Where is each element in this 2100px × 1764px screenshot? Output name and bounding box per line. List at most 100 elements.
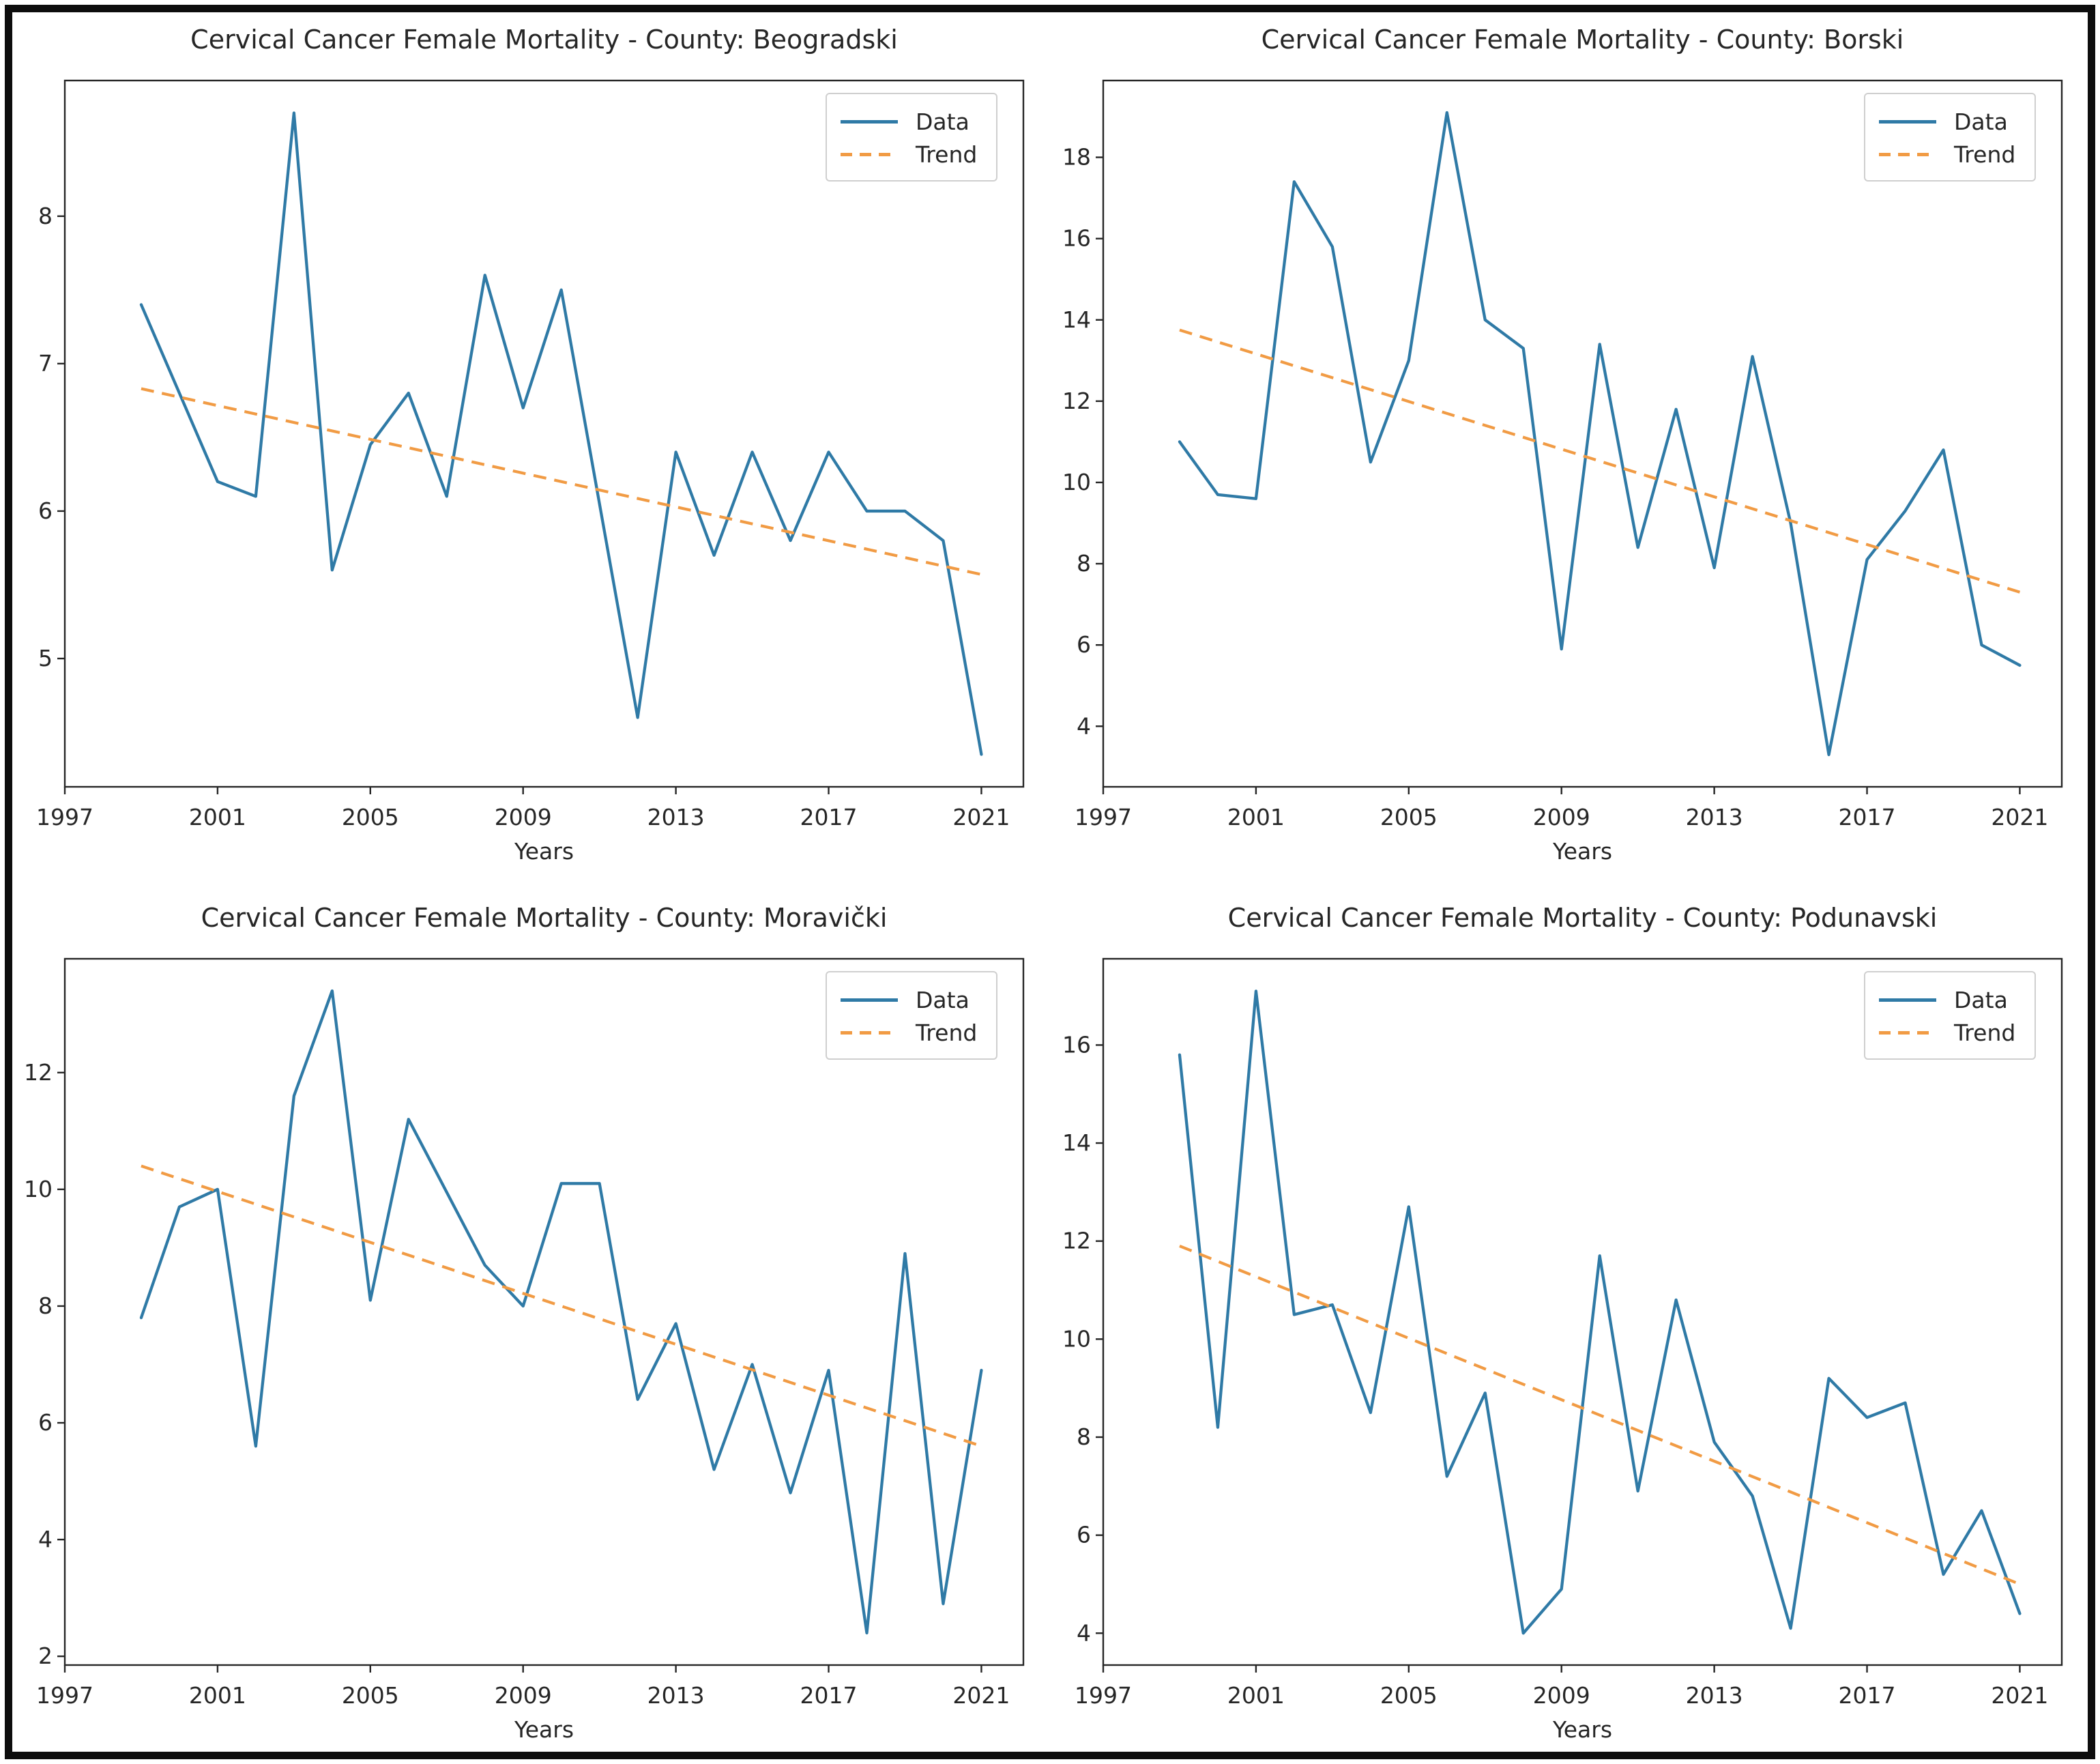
legend-row-data: Data xyxy=(841,105,987,138)
y-tick-label: 16 xyxy=(1062,225,1091,252)
y-tick-label: 8 xyxy=(1077,1423,1091,1450)
legend-data-label: Data xyxy=(916,108,969,135)
y-tick-label: 10 xyxy=(24,1176,53,1202)
data-line xyxy=(139,989,983,1635)
y-tick-label: 10 xyxy=(1062,1325,1091,1352)
x-tick-label: 1997 xyxy=(36,804,93,830)
y-axis: 4 6 8 10 12 14 16 xyxy=(1062,1031,1103,1646)
y-tick-label: 8 xyxy=(38,1292,53,1319)
y-tick-label: 4 xyxy=(38,1526,53,1552)
trend-line-sample-icon xyxy=(841,1030,898,1035)
data-line-sample-icon xyxy=(841,119,898,124)
trend-line xyxy=(141,387,982,576)
y-tick-label: 6 xyxy=(1077,631,1091,658)
x-axis: 1997 2001 2005 2009 2013 2017 2021 xyxy=(36,1665,1010,1709)
y-tick-label: 12 xyxy=(1062,388,1091,414)
x-tick-label: 1997 xyxy=(1075,1682,1132,1709)
chart-title: Cervical Cancer Female Mortality - Count… xyxy=(1227,903,1938,933)
x-tick-label: 2009 xyxy=(495,1682,552,1709)
x-tick-label: 2009 xyxy=(1533,804,1590,830)
x-axis: 1997 2001 2005 2009 2013 2017 2021 xyxy=(1075,787,2048,830)
y-tick-label: 8 xyxy=(1077,550,1091,577)
legend: Data Trend xyxy=(1864,93,2036,182)
y-tick-label: 6 xyxy=(38,497,53,524)
chart-podunavski: Cervical Cancer Female Mortality - Count… xyxy=(1050,882,2100,1764)
chart-moravicki: Cervical Cancer Female Mortality - Count… xyxy=(0,882,1050,1764)
x-tick-label: 2009 xyxy=(1533,1682,1590,1709)
y-tick-label: 14 xyxy=(1062,1129,1091,1156)
chart-title: Cervical Cancer Female Mortality - Count… xyxy=(190,25,898,55)
y-tick-label: 16 xyxy=(1062,1031,1091,1058)
y-tick-label: 18 xyxy=(1062,144,1091,171)
trend-line xyxy=(141,1164,982,1448)
x-tick-label: 2005 xyxy=(1380,1682,1438,1709)
chart-borski: Cervical Cancer Female Mortality - Count… xyxy=(1050,4,2100,886)
data-line xyxy=(139,111,983,756)
x-axis-label: Years xyxy=(1552,838,1613,865)
legend-trend-label: Trend xyxy=(916,141,978,168)
data-line xyxy=(1178,111,2022,757)
x-axis-label: Years xyxy=(514,1716,574,1743)
legend-data-label: Data xyxy=(916,986,969,1013)
x-tick-label: 2005 xyxy=(342,1682,399,1709)
x-tick-label: 1997 xyxy=(1075,804,1132,830)
x-tick-label: 2017 xyxy=(1839,1682,1896,1709)
x-tick-label: 2013 xyxy=(1686,1682,1743,1709)
y-tick-label: 6 xyxy=(38,1409,53,1436)
y-tick-label: 4 xyxy=(1077,1619,1091,1646)
x-tick-label: 2013 xyxy=(647,1682,705,1709)
plot-frame xyxy=(1102,79,2063,788)
legend-row-trend: Trend xyxy=(841,138,987,171)
plot-area: 1997 2001 2005 2009 2013 2017 2021 4 6 8 10 12 14 16 1… xyxy=(1062,79,2063,830)
legend: Data Trend xyxy=(1864,971,2036,1060)
chart-title: Cervical Cancer Female Mortality - Count… xyxy=(1261,25,1904,55)
y-tick-label: 4 xyxy=(1077,712,1091,739)
x-tick-label: 2021 xyxy=(952,1682,1010,1709)
x-axis: 1997 2001 2005 2009 2013 2017 2021 xyxy=(36,787,1010,830)
x-tick-label: 2001 xyxy=(1227,804,1285,830)
x-tick-label: 2005 xyxy=(342,804,399,830)
y-tick-label: 5 xyxy=(38,645,53,671)
x-tick-label: 2021 xyxy=(1991,1682,2048,1709)
data-line-sample-icon xyxy=(1879,998,1936,1002)
plot-frame xyxy=(63,79,1025,788)
x-tick-label: 2021 xyxy=(952,804,1010,830)
data-line xyxy=(1178,989,2022,1635)
x-tick-label: 2001 xyxy=(189,804,246,830)
plot-frame xyxy=(1102,957,2063,1666)
y-tick-label: 8 xyxy=(38,203,53,229)
x-tick-label: 2017 xyxy=(800,804,858,830)
y-axis: 2 4 6 8 10 12 xyxy=(24,1059,65,1669)
y-tick-label: 2 xyxy=(38,1643,53,1669)
x-tick-label: 2017 xyxy=(1839,804,1896,830)
plot-area: 1997 2001 2005 2009 2013 2017 2021 5 6 7 8 xyxy=(36,79,1025,830)
data-line-sample-icon xyxy=(841,998,898,1002)
legend-row-trend: Trend xyxy=(1879,1016,2025,1049)
y-tick-label: 10 xyxy=(1062,469,1091,495)
legend: Data Trend xyxy=(826,93,997,182)
legend-trend-label: Trend xyxy=(1954,141,2016,168)
x-tick-label: 2017 xyxy=(800,1682,858,1709)
legend-data-label: Data xyxy=(1954,986,2008,1013)
x-tick-label: 2005 xyxy=(1380,804,1438,830)
legend: Data Trend xyxy=(826,971,997,1060)
legend-row-data: Data xyxy=(1879,105,2025,138)
x-tick-label: 2001 xyxy=(189,1682,246,1709)
y-tick-label: 7 xyxy=(38,350,53,377)
legend-row-data: Data xyxy=(841,983,987,1016)
y-axis: 4 6 8 10 12 14 16 18 xyxy=(1062,144,1103,739)
legend-row-data: Data xyxy=(1879,983,2025,1016)
legend-trend-label: Trend xyxy=(1954,1019,2016,1046)
x-tick-label: 1997 xyxy=(36,1682,93,1709)
x-tick-label: 2001 xyxy=(1227,1682,1285,1709)
trend-line xyxy=(1179,328,2021,594)
legend-row-trend: Trend xyxy=(1879,138,2025,171)
y-tick-label: 12 xyxy=(1062,1228,1091,1254)
x-tick-label: 2021 xyxy=(1991,804,2048,830)
legend-data-label: Data xyxy=(1954,108,2008,135)
chart-beogradski: Cervical Cancer Female Mortality - Count… xyxy=(0,4,1050,886)
y-axis: 5 6 7 8 xyxy=(38,203,65,671)
y-tick-label: 12 xyxy=(24,1059,53,1086)
chart-title: Cervical Cancer Female Mortality - Count… xyxy=(201,903,888,933)
